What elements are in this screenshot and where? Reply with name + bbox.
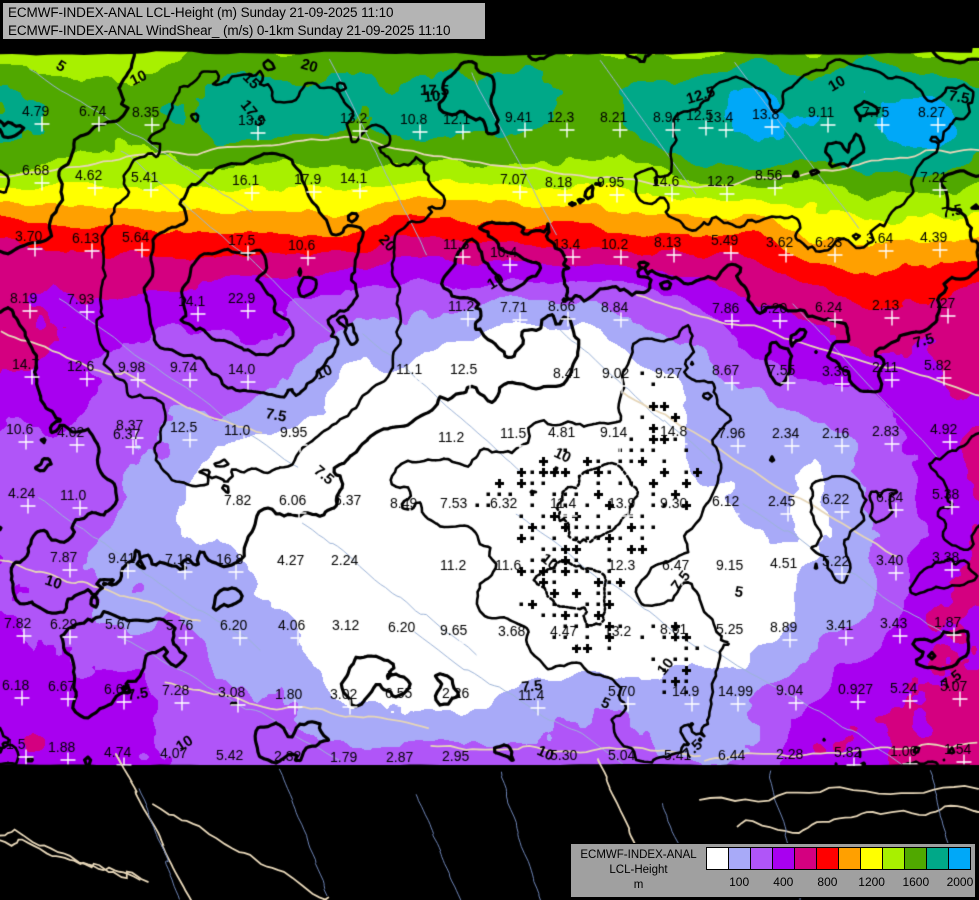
colorbar-scale: 100 400 800 1200 1600 2000 [706, 844, 975, 893]
colorbar-tick-100: 100 [729, 875, 750, 889]
colorbar-swatch-11 [949, 848, 970, 869]
legend-caption: ECMWF-INDEX-ANAL LCL-Height m [571, 844, 706, 893]
colorbar-swatch-5 [817, 848, 839, 869]
colorbar-tick-2000: 2000 [946, 875, 974, 889]
colorbar-swatch-1 [729, 848, 751, 869]
colorbar-swatch-8 [883, 848, 905, 869]
map-title-box: ECMWF-INDEX-ANAL LCL-Height (m) Sunday 2… [2, 2, 486, 40]
colorbar-swatch-10 [927, 848, 949, 869]
colorbar-tick-1200: 1200 [858, 875, 885, 889]
legend-model-label: ECMWF-INDEX-ANAL [580, 849, 697, 861]
colorbar-swatch-7 [861, 848, 883, 869]
map-title-line-2: ECMWF-INDEX-ANAL WindShear_ (m/s) 0-1km … [8, 23, 451, 38]
colorbar-tick-800: 800 [817, 875, 838, 889]
map-title-line-1: ECMWF-INDEX-ANAL LCL-Height (m) Sunday 2… [8, 5, 394, 20]
colorbar-swatch-9 [905, 848, 927, 869]
legend-parameter-label: LCL-Height [609, 864, 668, 876]
legend-units-label: m [633, 879, 644, 891]
colorbar-legend: ECMWF-INDEX-ANAL LCL-Height m 100 400 800 1… [570, 843, 976, 898]
colorbar-swatches [706, 847, 971, 870]
colorbar-swatch-4 [795, 848, 817, 869]
colorbar-tick-400: 400 [773, 875, 794, 889]
colorbar-swatch-3 [773, 848, 795, 869]
colorbar-swatch-2 [751, 848, 773, 869]
colorbar-tick-1600: 1600 [902, 875, 930, 889]
colorbar-swatch-6 [839, 848, 861, 869]
colorbar-tick-labels: 100 400 800 1200 1600 2000 [706, 873, 974, 893]
colorbar-swatch-0 [707, 848, 729, 869]
